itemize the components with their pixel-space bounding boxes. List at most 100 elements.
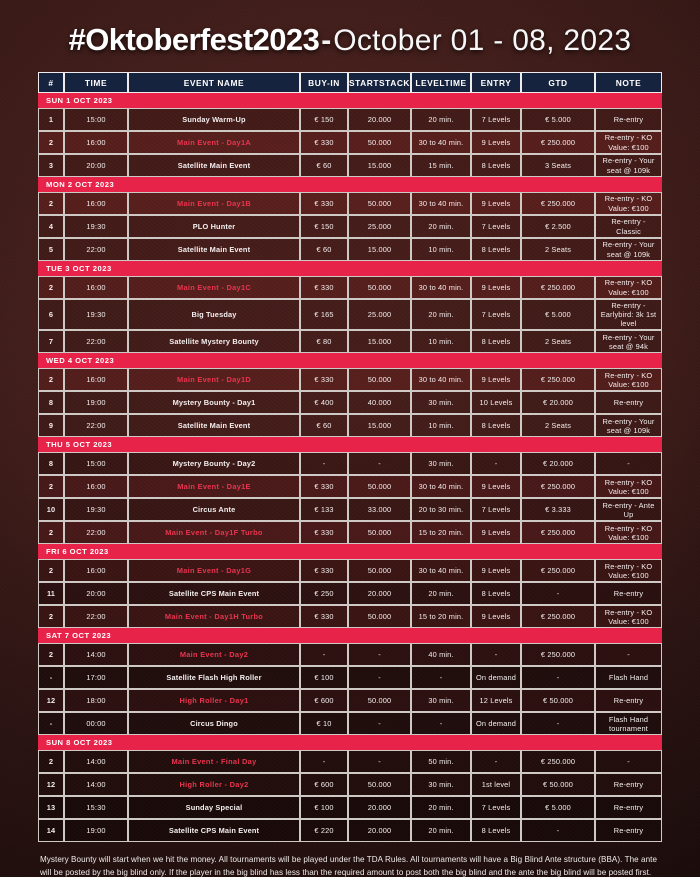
day-section-header: SUN 1 OCT 2023 (38, 93, 662, 108)
cell-note: Re-entry - KO Value: €100 (595, 276, 662, 299)
cell-startstack: 15.000 (348, 238, 411, 261)
table-row[interactable]: 1 15:00 Sunday Warm-Up € 150 20.000 20 min. 7 … (38, 108, 662, 131)
table-row[interactable]: 2 16:00 Main Event - Day1A € 330 50.000 30 to… (38, 131, 662, 154)
table-header-row: # TIME EVENT NAME BUY-IN STARTSTACK LEVE… (38, 72, 662, 93)
cell-buyin: € 330 (300, 475, 348, 499)
cell-event-name: Main Event - Day1D (128, 368, 300, 392)
cell-leveltime: 30 to 40 min. (411, 559, 471, 583)
cell-gtd: € 250.000 (521, 750, 595, 774)
cell-time: 19:30 (64, 299, 128, 331)
cell-startstack: 25.000 (348, 215, 411, 238)
table-row[interactable]: 6 19:30 Big Tuesday € 165 25.000 20 min. 7 Lev… (38, 299, 662, 331)
cell-buyin: € 165 (300, 299, 348, 331)
cell-event-name: Sunday Warm-Up (128, 108, 300, 131)
cell-entry: 8 Levels (471, 414, 521, 438)
cell-time: 20:00 (64, 582, 128, 606)
cell-time: 22:00 (64, 414, 128, 438)
cell-note: Re-entry - Your seat @ 109k (595, 238, 662, 261)
cell-startstack: 15.000 (348, 330, 411, 354)
cell-event-number: 6 (38, 299, 64, 331)
cell-gtd: 3 Seats (521, 154, 595, 177)
table-row[interactable]: 5 22:00 Satellite Main Event € 60 15.000 10 m… (38, 238, 662, 261)
cell-startstack: - (348, 712, 411, 736)
cell-buyin: € 330 (300, 521, 348, 545)
cell-note: Re-entry (595, 689, 662, 713)
cell-buyin: € 330 (300, 605, 348, 629)
table-row[interactable]: 14 19:00 Satellite CPS Main Event € 220 20.0… (38, 819, 662, 843)
cell-event-name: Mystery Bounty - Day2 (128, 452, 300, 476)
cell-gtd: € 250.000 (521, 605, 595, 629)
cell-leveltime: 10 min. (411, 414, 471, 438)
cell-startstack: 33.000 (348, 498, 411, 522)
table-row[interactable]: 4 19:30 PLO Hunter € 150 25.000 20 min. 7 Leve… (38, 215, 662, 238)
table-row[interactable]: 9 22:00 Satellite Main Event € 60 15.000 10 m… (38, 414, 662, 438)
cell-time: 00:00 (64, 712, 128, 736)
table-row[interactable]: 2 16:00 Main Event - Day1C € 330 50.000 30 to… (38, 276, 662, 299)
table-row[interactable]: 2 16:00 Main Event - Day1B € 330 50.000 30 to… (38, 192, 662, 215)
table-row[interactable]: 2 22:00 Main Event - Day1F Turbo € 330 50.00… (38, 521, 662, 545)
table-row[interactable]: 12 18:00 High Roller - Day1 € 600 50.000 30 m… (38, 689, 662, 713)
cell-time: 19:00 (64, 819, 128, 843)
table-row[interactable]: 3 20:00 Satellite Main Event € 60 15.000 15 m… (38, 154, 662, 177)
cell-leveltime: 40 min. (411, 643, 471, 667)
cell-gtd: € 250.000 (521, 368, 595, 392)
table-row[interactable]: 2 14:00 Main Event - Day2- -40 min. - € 250.0… (38, 643, 662, 667)
day-section-header: MON 2 OCT 2023 (38, 177, 662, 192)
cell-leveltime: 20 min. (411, 819, 471, 843)
cell-event-number: 8 (38, 391, 64, 415)
cell-event-number: 3 (38, 154, 64, 177)
cell-event-number: 9 (38, 414, 64, 438)
cell-event-number: 2 (38, 192, 64, 215)
title-hashtag: #Oktoberfest2023 (68, 21, 320, 57)
table-row[interactable]: 2 16:00 Main Event - Day1G € 330 50.000 30 to… (38, 559, 662, 583)
table-row[interactable]: -00:00 Circus Dingo € 10- - On demand - Flash … (38, 712, 662, 736)
cell-event-name: Circus Dingo (128, 712, 300, 736)
table-row[interactable]: 2 14:00 Main Event - Final Day - -50 min. - € … (38, 750, 662, 774)
cell-leveltime: 30 to 40 min. (411, 276, 471, 299)
cell-time: 15:00 (64, 452, 128, 476)
cell-event-name: Circus Ante (128, 498, 300, 522)
cell-time: 19:00 (64, 391, 128, 415)
table-row[interactable]: 2 22:00 Main Event - Day1H Turbo € 330 50.00… (38, 605, 662, 629)
title-separator: - (321, 23, 332, 57)
cell-event-name: High Roller - Day1 (128, 689, 300, 713)
table-row[interactable]: 12 14:00 High Roller - Day2 € 600 50.000 30 m… (38, 773, 662, 797)
cell-gtd: € 2.500 (521, 215, 595, 238)
cell-leveltime: 30 to 40 min. (411, 475, 471, 499)
table-row[interactable]: -17:00 Satellite Flash High Roller € 100- -… (38, 666, 662, 690)
cell-gtd: € 20.000 (521, 391, 595, 415)
cell-buyin: € 60 (300, 414, 348, 438)
day-label: SUN 8 OCT 2023 (38, 735, 662, 751)
table-row[interactable]: 8 19:00 Mystery Bounty - Day1 € 400 40.000 30… (38, 391, 662, 415)
table-row[interactable]: 2 16:00 Main Event - Day1D € 330 50.000 30 to… (38, 368, 662, 392)
day-section-header: FRI 6 OCT 2023 (38, 544, 662, 560)
poster-title: #Oktoberfest2023-October 01 - 08, 2023 (38, 0, 662, 72)
table-row[interactable]: 11 20:00 Satellite CPS Main Event € 250 20.0… (38, 582, 662, 606)
cell-event-number: 2 (38, 368, 64, 392)
cell-entry: - (471, 643, 521, 667)
cell-event-number: 4 (38, 215, 64, 238)
cell-note: Re-entry - KO Value: €100 (595, 131, 662, 154)
day-label: MON 2 OCT 2023 (38, 177, 662, 192)
cell-buyin: € 220 (300, 819, 348, 843)
cell-buyin: € 100 (300, 666, 348, 690)
cell-event-name: Main Event - Final Day (128, 750, 300, 774)
cell-event-number: 1 (38, 108, 64, 131)
cell-gtd: - (521, 819, 595, 843)
table-row[interactable]: 7 22:00 Satellite Mystery Bounty € 80 15.000… (38, 330, 662, 354)
cell-buyin: € 100 (300, 796, 348, 820)
column-header-number: # (38, 72, 64, 93)
cell-buyin: - (300, 750, 348, 774)
cell-entry: 8 Levels (471, 819, 521, 843)
table-row[interactable]: 10 19:30 Circus Ante € 133 33.000 20 to 30 mi… (38, 498, 662, 522)
cell-event-number: 7 (38, 330, 64, 354)
cell-time: 16:00 (64, 475, 128, 499)
cell-startstack: 50.000 (348, 773, 411, 797)
cell-entry: 8 Levels (471, 330, 521, 354)
day-section-header: TUE 3 OCT 2023 (38, 261, 662, 276)
table-row[interactable]: 8 15:00 Mystery Bounty - Day2- -30 min. - € 2… (38, 452, 662, 476)
table-row[interactable]: 13 15:30 Sunday Special € 100 20.000 20 min. 7… (38, 796, 662, 820)
table-row[interactable]: 2 16:00 Main Event - Day1E € 330 50.000 30 to… (38, 475, 662, 499)
cell-leveltime: 15 to 20 min. (411, 521, 471, 545)
cell-gtd: € 250.000 (521, 559, 595, 583)
